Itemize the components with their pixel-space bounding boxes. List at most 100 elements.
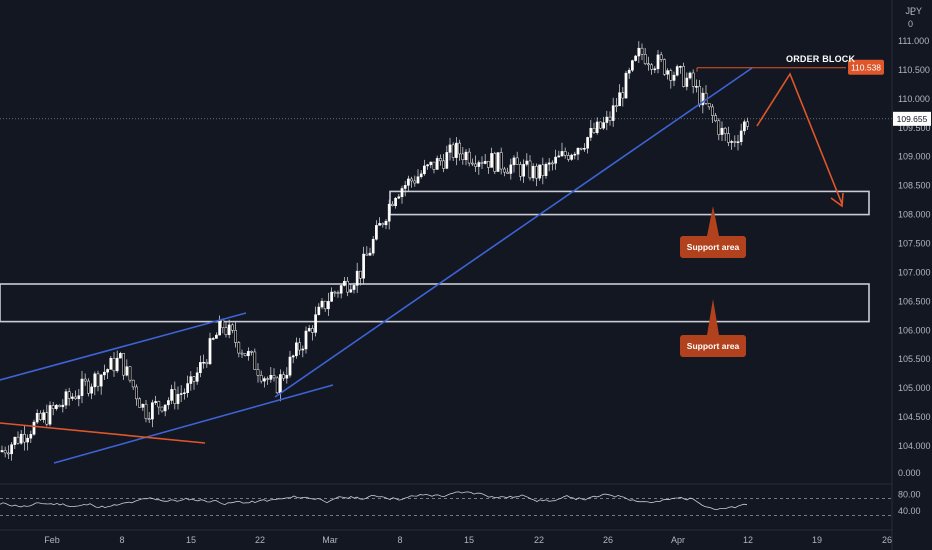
candle-body xyxy=(429,161,433,166)
candle-body xyxy=(739,130,743,142)
candle-body xyxy=(352,285,356,290)
candle-body xyxy=(493,153,497,172)
candle-body xyxy=(522,164,525,177)
last-price-tag xyxy=(893,111,931,126)
candle-body xyxy=(349,289,353,293)
candle-body xyxy=(397,196,401,199)
candle-body xyxy=(189,376,193,384)
candle-body xyxy=(643,54,647,65)
candle-body xyxy=(7,452,10,455)
candle-body xyxy=(131,379,135,388)
candle-body xyxy=(727,133,730,143)
candle-body xyxy=(461,153,465,160)
candle-body xyxy=(567,155,570,160)
order-block-price-text: 110.538 xyxy=(851,63,881,73)
candle-body xyxy=(579,147,583,150)
candle-body xyxy=(717,120,721,135)
candle-body xyxy=(432,161,436,170)
candle-body xyxy=(391,203,394,207)
price-tick-label: 105.000 xyxy=(898,383,931,393)
price-tick-label: 105.500 xyxy=(898,354,931,364)
candle-body xyxy=(435,158,439,170)
candle-body xyxy=(42,412,45,420)
candle-body xyxy=(695,86,698,88)
candle-body xyxy=(58,404,61,408)
candle-body xyxy=(746,121,749,127)
candle-body xyxy=(647,63,650,66)
candle-body xyxy=(519,164,522,177)
candle-body xyxy=(259,375,263,382)
candle-body xyxy=(506,171,509,174)
candle-body xyxy=(295,342,298,357)
candle-body xyxy=(736,141,740,143)
candle-body xyxy=(573,153,577,156)
candle-body xyxy=(71,396,74,399)
candle-body xyxy=(311,328,314,333)
candle-body xyxy=(202,361,205,364)
candle-body xyxy=(336,292,340,294)
order-block-label: ORDER BLOCK xyxy=(786,54,856,64)
candle-body xyxy=(304,330,308,350)
candle-body xyxy=(538,164,541,179)
candle-body xyxy=(279,374,282,394)
price-tick-label: 109.500 xyxy=(898,123,931,133)
candle-body xyxy=(615,105,618,107)
candle-body xyxy=(698,86,701,106)
candle-body xyxy=(243,353,247,357)
x-tick-label: 22 xyxy=(534,535,544,545)
candle-body xyxy=(320,300,324,308)
candle-body xyxy=(602,122,605,129)
candle-body xyxy=(627,69,631,74)
candle-body xyxy=(621,92,625,99)
candle-body xyxy=(691,72,695,87)
candle-body xyxy=(608,116,612,121)
candle-body xyxy=(359,270,362,279)
price-tick-label: 106.000 xyxy=(898,325,931,335)
candle-body xyxy=(426,164,429,167)
scale-controls: JPY xyxy=(905,6,922,16)
candle-body xyxy=(183,392,186,394)
candle-body xyxy=(477,162,481,167)
candle-body xyxy=(122,353,125,376)
candle-body xyxy=(256,369,260,376)
support-upper-callout-text: Support area xyxy=(687,242,740,252)
last-price-text: 109.655 xyxy=(897,114,928,124)
candle-body xyxy=(119,353,122,359)
candle-body xyxy=(125,366,129,376)
candle-body xyxy=(413,180,417,184)
candle-body xyxy=(365,253,369,256)
candle-body xyxy=(531,165,535,179)
candle-body xyxy=(16,436,20,444)
candle-body xyxy=(384,220,388,226)
candle-body xyxy=(339,285,343,294)
candle-body xyxy=(455,142,458,158)
candle-body xyxy=(560,151,564,157)
rsi-zero-label: 0.000 xyxy=(898,468,921,478)
x-tick-label: Feb xyxy=(44,535,60,545)
candle-body xyxy=(503,168,506,173)
candle-body xyxy=(419,173,423,177)
x-tick-label: 15 xyxy=(186,535,196,545)
candle-body xyxy=(234,330,237,343)
main-trendline xyxy=(274,67,753,398)
candle-body xyxy=(135,386,138,400)
candle-body xyxy=(464,151,468,160)
candle-body xyxy=(26,437,29,443)
candle-body xyxy=(195,372,199,382)
candle-body xyxy=(221,319,225,328)
candle-body xyxy=(723,127,727,134)
candle-body xyxy=(554,156,557,164)
candle-body xyxy=(173,389,177,404)
candle-body xyxy=(269,375,273,380)
candle-body xyxy=(368,252,372,256)
candle-body xyxy=(115,357,119,372)
candle-body xyxy=(535,165,538,179)
candle-body xyxy=(586,137,589,149)
candle-body xyxy=(48,405,52,425)
candle-body xyxy=(103,371,106,376)
price-tick-label: 108.000 xyxy=(898,210,931,220)
candle-body xyxy=(80,378,84,396)
candle-body xyxy=(451,144,455,158)
